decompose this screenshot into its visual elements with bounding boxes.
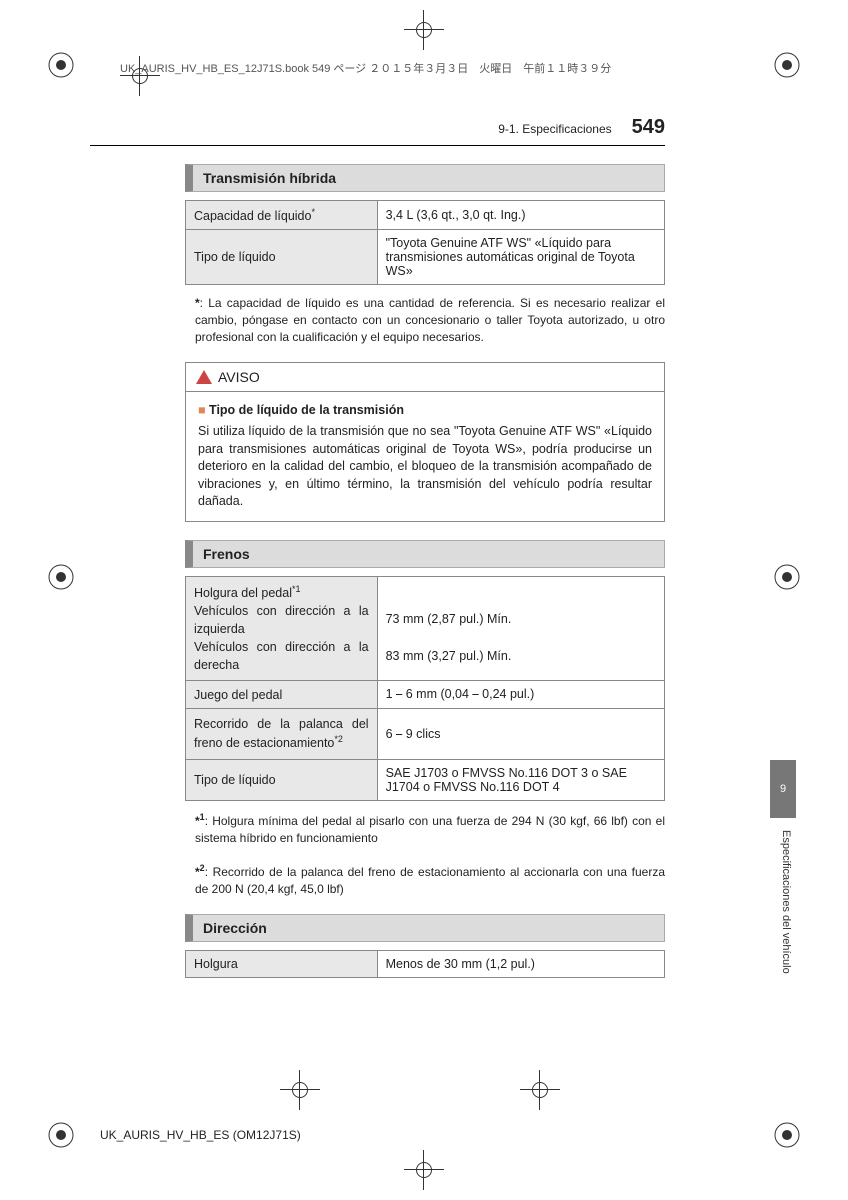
table-brakes: Holgura del pedal*1 Vehículos con direcc… [185, 576, 665, 801]
cell-label: Juego del pedal [186, 681, 378, 709]
section-title-transmission: Transmisión híbrida [185, 164, 665, 192]
warning-header: AVISO [186, 363, 664, 392]
section-title-brakes: Frenos [185, 540, 665, 568]
table-steering: Holgura Menos de 30 mm (1,2 pul.) [185, 950, 665, 978]
cell-value: SAE J1703 o FMVSS No.116 DOT 3 o SAE J17… [377, 759, 664, 800]
cell-label: Tipo de líquido [186, 230, 378, 285]
meta-bookline: UK_AURIS_HV_HB_ES_12J71S.book 549 ページ ２０… [90, 60, 770, 76]
chapter-side-label: Especificaciones del vehículo [780, 830, 792, 974]
warning-title: AVISO [218, 369, 260, 385]
warning-box: AVISO Tipo de líquido de la transmisión … [185, 362, 665, 522]
reg-mark-icon [770, 1118, 804, 1152]
crosshair-icon [404, 10, 444, 50]
table-row: Tipo de líquido "Toyota Genuine ATF WS" … [186, 230, 665, 285]
table-row: Juego del pedal 1 ⎯ 6 mm (0,04 ⎯ 0,24 pu… [186, 681, 665, 709]
footnote-brakes-2: *2: Recorrido de la palanca del freno de… [195, 862, 665, 898]
footnote-transmission: *: La capacidad de líquido es una cantid… [195, 295, 665, 345]
chapter-tab: 9 [770, 760, 796, 818]
table-transmission: Capacidad de líquido* 3,4 L (3,6 qt., 3,… [185, 200, 665, 285]
cell-label: Capacidad de líquido [194, 209, 311, 223]
cell-value: 6 ⎯ 9 clics [377, 709, 664, 759]
crosshair-icon [520, 1070, 560, 1110]
warning-subtitle: Tipo de líquido de la transmisión [198, 402, 652, 420]
cell-value: "Toyota Genuine ATF WS" «Líquido para tr… [377, 230, 664, 285]
table-row: Capacidad de líquido* 3,4 L (3,6 qt., 3,… [186, 201, 665, 230]
section-label: 9-1. Especificaciones [498, 122, 611, 136]
warning-triangle-icon [196, 370, 212, 384]
cell-value: 1 ⎯ 6 mm (0,04 ⎯ 0,24 pul.) [377, 681, 664, 709]
warning-body: Si utiliza líquido de la transmisión que… [198, 423, 652, 511]
crosshair-icon [404, 1150, 444, 1190]
reg-mark-icon [770, 48, 804, 82]
cell-label: Tipo de líquido [186, 759, 378, 800]
footer-doc-id: UK_AURIS_HV_HB_ES (OM12J71S) [100, 1128, 301, 1142]
page-content: UK_AURIS_HV_HB_ES_12J71S.book 549 ページ ２０… [90, 60, 770, 988]
cell-value: Menos de 30 mm (1,2 pul.) [377, 950, 664, 977]
page-header: 9-1. Especificaciones 549 [90, 116, 665, 146]
table-row: Tipo de líquido SAE J1703 o FMVSS No.116… [186, 759, 665, 800]
reg-mark-icon [44, 1118, 78, 1152]
reg-mark-icon [770, 560, 804, 594]
crosshair-icon [280, 1070, 320, 1110]
reg-mark-icon [44, 48, 78, 82]
reg-mark-icon [44, 560, 78, 594]
table-row: Holgura Menos de 30 mm (1,2 pul.) [186, 950, 665, 977]
cell-value: 3,4 L (3,6 qt., 3,0 qt. Ing.) [377, 201, 664, 230]
table-row: Holgura del pedal*1 Vehículos con direcc… [186, 576, 665, 681]
section-title-steering: Dirección [185, 914, 665, 942]
footnote-brakes-1: *1: Holgura mínima del pedal al pisarlo … [195, 811, 665, 847]
table-row: Recorrido de la palanca del freno de est… [186, 709, 665, 759]
page-number: 549 [632, 116, 665, 139]
cell-label: Holgura [186, 950, 378, 977]
